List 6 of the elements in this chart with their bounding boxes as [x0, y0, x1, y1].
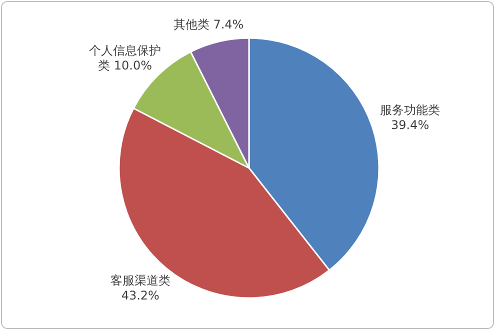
slice-label: 个人信息保护类 10.0%	[89, 43, 162, 72]
slice-label: 客服渠道类	[110, 274, 170, 288]
slice-label: 其他类 7.4%	[173, 18, 244, 32]
data-label: 43.2%	[121, 288, 160, 303]
slice-label: 服务功能类	[380, 103, 440, 118]
data-label: 39.4%	[390, 118, 430, 132]
